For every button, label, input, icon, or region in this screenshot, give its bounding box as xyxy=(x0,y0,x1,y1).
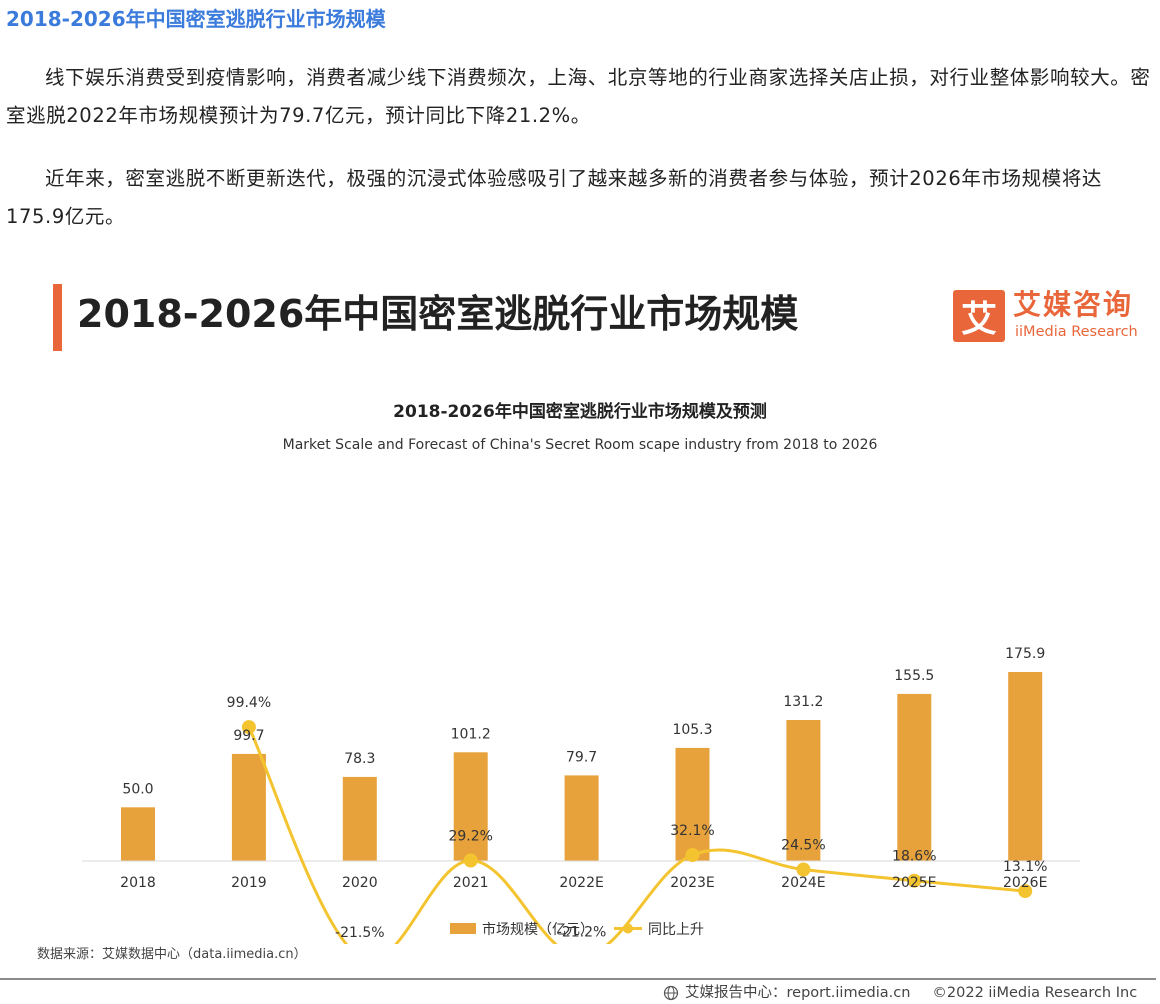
bar-2026E xyxy=(1008,672,1043,861)
footer-report-link[interactable]: 艾媒报告中心：report.iimedia.cn xyxy=(685,985,911,1001)
bar-value-label: 105.3 xyxy=(672,722,712,738)
growth-point-2019 xyxy=(241,720,256,735)
logo-name-cn: 艾媒咨询 xyxy=(1013,288,1134,321)
data-source: 数据来源：艾媒数据中心（data.iimedia.cn） xyxy=(37,947,307,962)
chart-subtitle: Market Scale and Forecast of China's Sec… xyxy=(283,437,878,453)
bar-value-label: 99.7 xyxy=(233,728,264,744)
x-tick-label: 2026E xyxy=(1003,875,1047,891)
bar-2025E xyxy=(897,693,932,861)
growth-point-2023E xyxy=(685,848,700,862)
legend-line-marker xyxy=(623,923,633,934)
growth-point-2021 xyxy=(463,853,478,868)
bar-2019 xyxy=(231,753,266,861)
article-paragraph: 近年来，密室逃脱不断更新迭代，极强的沉浸式体验感吸引了越来越多新的消费者参与体验… xyxy=(6,167,1103,228)
bar-2021 xyxy=(453,752,488,861)
figure-footer: 艾媒报告中心：report.iimedia.cn ©2022 iiMedia R… xyxy=(663,982,1137,1004)
logo-glyph: 艾 xyxy=(960,299,997,340)
bar-2023E xyxy=(675,747,710,861)
footer-divider xyxy=(0,978,1156,980)
title-accent-bar xyxy=(53,284,62,351)
bar-2024E xyxy=(786,720,821,861)
bar-value-label: 175.9 xyxy=(1005,646,1045,662)
bar-value-label: 50.0 xyxy=(122,781,153,797)
growth-value-label: 18.6% xyxy=(892,849,936,865)
footer-copyright: ©2022 iiMedia Research Inc xyxy=(932,985,1138,1001)
x-tick-label: 2018 xyxy=(120,875,156,891)
growth-point-2024E xyxy=(796,862,811,877)
growth-value-label: 29.2% xyxy=(448,829,492,845)
x-tick-label: 2025E xyxy=(892,875,936,891)
growth-point-2026E xyxy=(1018,884,1033,899)
x-tick-label: 2019 xyxy=(231,875,267,891)
growth-value-label: 99.4% xyxy=(227,695,271,711)
bar-value-label: 78.3 xyxy=(344,751,375,767)
chart-title: 2018-2026年中国密室逃脱行业市场规模及预测 xyxy=(393,401,767,422)
growth-value-label: 32.1% xyxy=(670,823,714,839)
bar-2022E xyxy=(564,775,599,861)
legend-line-label: 同比上升 xyxy=(648,922,704,938)
x-tick-label: 2022E xyxy=(559,875,603,891)
bar-value-label: 79.7 xyxy=(566,749,597,765)
globe-icon xyxy=(663,985,679,1001)
article-paragraph: 线下娱乐消费受到疫情影响，消费者减少线下消费频次，上海、北京等地的行业商家选择关… xyxy=(6,66,1151,127)
bar-2018 xyxy=(121,807,155,861)
growth-value-label: 24.5% xyxy=(781,838,825,854)
article-title: 2018-2026年中国密室逃脱行业市场规模 xyxy=(6,7,386,31)
market-scale-chart: 2018-2026年中国密室逃脱行业市场规模及预测 Market Scale a… xyxy=(82,401,1080,944)
x-tick-label: 2023E xyxy=(670,875,714,891)
bar-value-label: 155.5 xyxy=(894,668,934,684)
growth-value-label: -21.5% xyxy=(335,925,385,941)
bar-value-label: 101.2 xyxy=(451,726,491,742)
x-tick-label: 2021 xyxy=(453,875,489,891)
bar-2020 xyxy=(342,776,377,861)
growth-value-label: -21.2% xyxy=(557,924,607,940)
figure-header-title: 2018-2026年中国密室逃脱行业市场规模 xyxy=(77,292,799,336)
iimedia-logo-icon: 艾 xyxy=(953,290,1005,342)
logo-name-en: iiMedia Research xyxy=(1015,324,1138,340)
bar-value-label: 131.2 xyxy=(783,694,823,710)
chart-figure: 2018-2026年中国密室逃脱行业市场规模 艾 艾媒咨询 iiMedia Re… xyxy=(0,268,1160,1004)
legend-bar-swatch xyxy=(450,923,476,934)
x-tick-label: 2020 xyxy=(342,875,378,891)
legend-bar-label: 市场规模（亿元） xyxy=(482,921,594,938)
growth-line xyxy=(247,726,1026,944)
x-tick-label: 2024E xyxy=(781,875,825,891)
growth-value-label: 13.1% xyxy=(1003,859,1047,875)
growth-point-2025E xyxy=(907,873,922,888)
